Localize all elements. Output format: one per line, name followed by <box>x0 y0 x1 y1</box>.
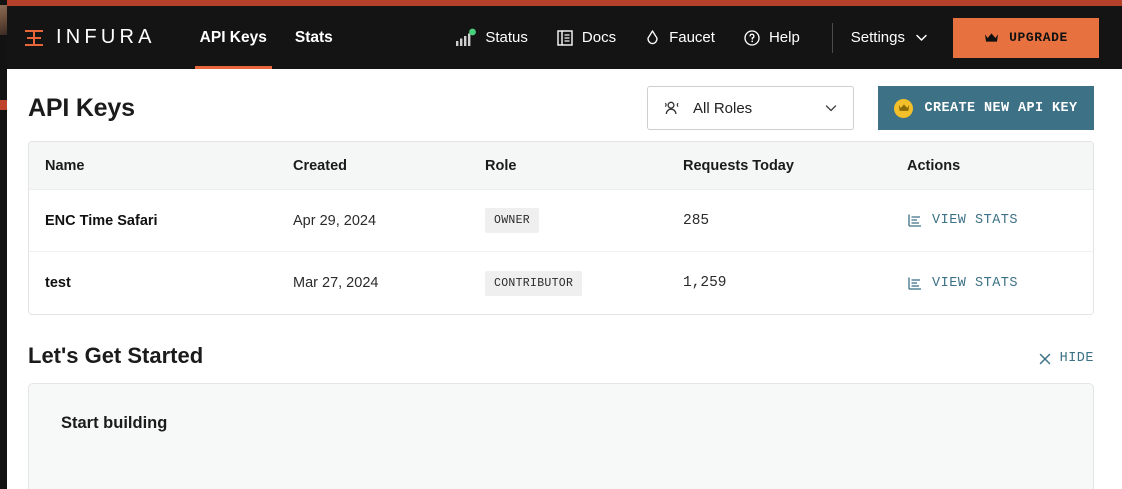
main-content: API Keys All Roles <box>0 69 1122 489</box>
nav-link-help[interactable]: Help <box>729 18 814 58</box>
view-stats-label: VIEW STATS <box>932 213 1019 228</box>
view-stats-link[interactable]: VIEW STATS <box>907 276 1018 291</box>
crown-icon <box>984 32 999 44</box>
top-accent-bar <box>0 0 1122 6</box>
view-stats-link[interactable]: VIEW STATS <box>907 213 1018 228</box>
chevron-down-icon <box>823 100 839 116</box>
column-header-name: Name <box>45 157 85 174</box>
nav-link-status[interactable]: Status <box>441 18 542 58</box>
nav-link-faucet[interactable]: Faucet <box>630 18 729 58</box>
close-icon <box>1038 352 1052 366</box>
view-stats-label: VIEW STATS <box>932 275 1019 291</box>
row-created: Mar 27, 2024 <box>293 275 379 291</box>
status-badge: OWNER <box>485 208 540 233</box>
avatar <box>0 5 7 35</box>
upgrade-label: UPGRADE <box>1009 30 1068 45</box>
book-icon <box>556 29 574 47</box>
nav-right-group: Status Docs <box>441 17 1122 58</box>
status-badge: CONTRIBUTOR <box>485 270 583 296</box>
table-row[interactable]: ENC Time Safari Apr 29, 2024 OWNER 285 <box>29 190 1093 252</box>
tab-stats[interactable]: Stats <box>281 6 347 69</box>
column-header-actions: Actions <box>907 157 961 174</box>
nav-link-status-label: Status <box>485 29 528 46</box>
settings-menu-button[interactable]: Settings <box>845 29 935 46</box>
crown-badge-icon <box>894 98 914 118</box>
create-new-api-key-button[interactable]: CREATE NEW API KEY <box>878 86 1094 130</box>
get-started-header: Let's Get Started HIDE <box>28 315 1094 383</box>
signal-bars-icon <box>455 28 477 48</box>
row-name: test <box>45 275 71 291</box>
tab-stats-label: Stats <box>294 28 333 46</box>
table-header-row: Name Created Role Requests Today Actions <box>29 142 1093 190</box>
top-navbar: INFURA API Keys Stats <box>0 6 1122 69</box>
nav-link-docs-label: Docs <box>581 29 617 46</box>
column-header-created: Created <box>293 157 347 174</box>
tab-api-keys-label: API Keys <box>199 28 267 46</box>
window-left-edge <box>0 0 7 489</box>
nav-link-docs[interactable]: Docs <box>542 18 630 58</box>
nav-link-faucet-label: Faucet <box>669 29 715 46</box>
row-name: ENC Time Safari <box>45 212 158 229</box>
nav-link-help-label: Help <box>768 29 800 46</box>
api-keys-table: Name Created Role Requests Today Actions… <box>28 141 1094 315</box>
brand-name: INFURA <box>56 26 156 48</box>
start-building-title: Start building <box>61 414 168 432</box>
people-icon <box>662 100 682 116</box>
infura-logo-icon <box>23 27 45 49</box>
droplet-icon <box>644 29 661 47</box>
settings-label: Settings <box>850 29 905 46</box>
upgrade-button[interactable]: UPGRADE <box>953 17 1099 58</box>
nav-tabs: API Keys Stats <box>186 6 347 69</box>
row-requests-today: 1,259 <box>683 275 727 291</box>
header-actions: All Roles CREATE NEW API KEY <box>647 86 1094 130</box>
column-header-requests: Requests Today <box>683 157 794 174</box>
question-circle-icon <box>743 29 761 47</box>
bar-chart-icon <box>907 213 923 228</box>
nav-divider <box>831 22 833 53</box>
page-title: API Keys <box>28 93 135 122</box>
column-header-role: Role <box>485 157 517 174</box>
brand-logo[interactable]: INFURA <box>23 26 156 49</box>
row-requests-today: 285 <box>683 212 710 229</box>
page-header-row: API Keys All Roles <box>28 69 1094 141</box>
start-building-card[interactable]: Start building <box>28 383 1094 489</box>
tab-api-keys[interactable]: API Keys <box>186 6 281 69</box>
roles-filter-value: All Roles <box>693 99 753 117</box>
row-created: Apr 29, 2024 <box>293 212 377 229</box>
table-row[interactable]: test Mar 27, 2024 CONTRIBUTOR 1,259 <box>29 252 1093 314</box>
create-new-api-key-label: CREATE NEW API KEY <box>924 100 1078 116</box>
bar-chart-icon <box>907 276 923 291</box>
hide-label: HIDE <box>1059 351 1094 366</box>
left-edge-accent <box>0 100 7 110</box>
hide-button[interactable]: HIDE <box>1038 351 1094 369</box>
roles-filter-select[interactable]: All Roles <box>647 86 854 130</box>
chevron-down-icon <box>914 30 929 45</box>
get-started-title: Let's Get Started <box>28 343 204 368</box>
